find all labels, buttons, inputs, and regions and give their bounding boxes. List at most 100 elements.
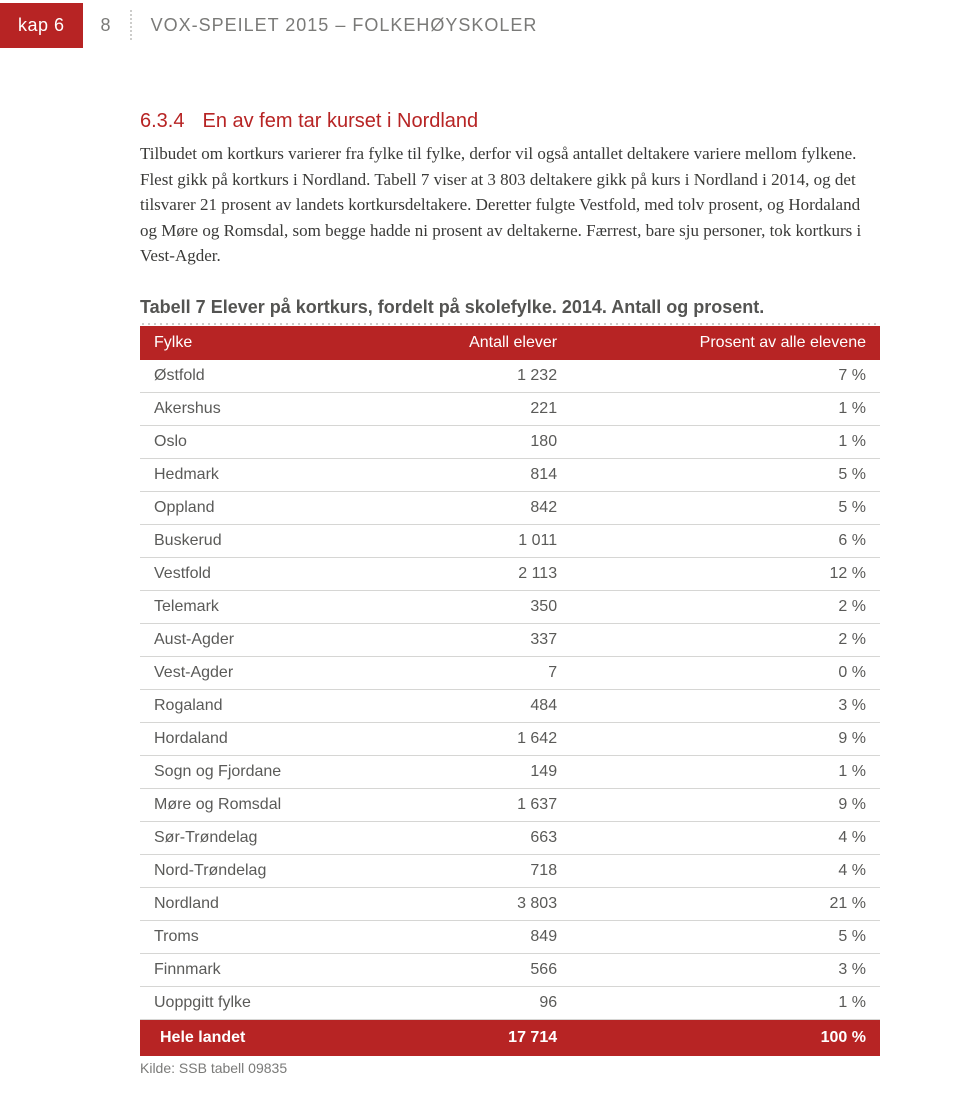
table-cell: Sogn og Fjordane	[140, 755, 387, 788]
table-row: Rogaland4843 %	[140, 689, 880, 722]
table-cell: Aust-Agder	[140, 623, 387, 656]
page-number: 8	[83, 15, 129, 36]
table-footer-row: Hele landet 17 714 100 %	[140, 1019, 880, 1056]
table-row: Sør-Trøndelag6634 %	[140, 821, 880, 854]
table-cell: 9 %	[571, 788, 880, 821]
table-cell: 180	[387, 425, 571, 458]
table-cell: 2 %	[571, 590, 880, 623]
footer-cell: 17 714	[387, 1019, 571, 1056]
table-cell: 337	[387, 623, 571, 656]
table-cell: Vestfold	[140, 557, 387, 590]
table-cell: 3 %	[571, 953, 880, 986]
table-row: Hordaland1 6429 %	[140, 722, 880, 755]
col-header: Prosent av alle elevene	[571, 326, 880, 360]
table-row: Oppland8425 %	[140, 491, 880, 524]
document-title: VOX-SPEILET 2015 – FOLKEHØYSKOLER	[133, 15, 538, 36]
table-cell: 6 %	[571, 524, 880, 557]
table-source: Kilde: SSB tabell 09835	[140, 1060, 880, 1076]
section-title: En av fem tar kurset i Nordland	[202, 110, 478, 132]
table-cell: 1 %	[571, 392, 880, 425]
table-row: Telemark3502 %	[140, 590, 880, 623]
table-row: Aust-Agder3372 %	[140, 623, 880, 656]
table-cell: 2 %	[571, 623, 880, 656]
table-cell: 5 %	[571, 491, 880, 524]
table-cell: Oslo	[140, 425, 387, 458]
table-row: Vest-Agder70 %	[140, 656, 880, 689]
table-cell: Rogaland	[140, 689, 387, 722]
table-cell: 7 %	[571, 360, 880, 393]
table-cell: 1 011	[387, 524, 571, 557]
table-cell: 221	[387, 392, 571, 425]
table-caption: Tabell 7 Elever på kortkurs, fordelt på …	[140, 297, 880, 318]
page-header: kap 6 8 VOX-SPEILET 2015 – FOLKEHØYSKOLE…	[0, 0, 960, 50]
table-cell: 849	[387, 920, 571, 953]
table-row: Troms8495 %	[140, 920, 880, 953]
table-cell: 350	[387, 590, 571, 623]
table-cell: 1 232	[387, 360, 571, 393]
col-header: Antall elever	[387, 326, 571, 360]
table-cell: 96	[387, 986, 571, 1019]
table-cell: 566	[387, 953, 571, 986]
table-cell: Vest-Agder	[140, 656, 387, 689]
table-cell: Sør-Trøndelag	[140, 821, 387, 854]
table-cell: 9 %	[571, 722, 880, 755]
table-cell: Østfold	[140, 360, 387, 393]
table-row: Østfold1 2327 %	[140, 360, 880, 393]
table-row: Oslo1801 %	[140, 425, 880, 458]
table-cell: 5 %	[571, 920, 880, 953]
section-heading: 6.3.4 En av fem tar kurset i Nordland	[140, 110, 880, 133]
table-cell: 1 %	[571, 986, 880, 1019]
table-cell: 12 %	[571, 557, 880, 590]
table-cell: Hedmark	[140, 458, 387, 491]
table-cell: 718	[387, 854, 571, 887]
table-cell: 1 642	[387, 722, 571, 755]
table-row: Akershus2211 %	[140, 392, 880, 425]
section-body: Tilbudet om kortkurs varierer fra fylke …	[140, 141, 880, 269]
section-number: 6.3.4	[140, 110, 184, 132]
table-row: Vestfold2 11312 %	[140, 557, 880, 590]
table-cell: 1 637	[387, 788, 571, 821]
table-cell: 149	[387, 755, 571, 788]
table-cell: Oppland	[140, 491, 387, 524]
table-cell: 3 803	[387, 887, 571, 920]
table-cell: Nordland	[140, 887, 387, 920]
table-cell: Buskerud	[140, 524, 387, 557]
table-row: Buskerud1 0116 %	[140, 524, 880, 557]
table-cell: Finnmark	[140, 953, 387, 986]
table-row: Uoppgitt fylke961 %	[140, 986, 880, 1019]
table-cell: 0 %	[571, 656, 880, 689]
table-cell: Uoppgitt fylke	[140, 986, 387, 1019]
table-cell: Møre og Romsdal	[140, 788, 387, 821]
table-row: Møre og Romsdal1 6379 %	[140, 788, 880, 821]
chapter-tab: kap 6	[0, 3, 83, 48]
table-cell: Telemark	[140, 590, 387, 623]
footer-cell: Hele landet	[140, 1019, 387, 1056]
table-cell: Nord-Trøndelag	[140, 854, 387, 887]
col-header: Fylke	[140, 326, 387, 360]
table-row: Nordland3 80321 %	[140, 887, 880, 920]
footer-cell: 100 %	[571, 1019, 880, 1056]
table-cell: 21 %	[571, 887, 880, 920]
table-cell: Hordaland	[140, 722, 387, 755]
table-cell: Akershus	[140, 392, 387, 425]
table-header-row: Fylke Antall elever Prosent av alle elev…	[140, 326, 880, 360]
table-cell: 842	[387, 491, 571, 524]
table-cell: 7	[387, 656, 571, 689]
table-cell: 2 113	[387, 557, 571, 590]
table-cell: 3 %	[571, 689, 880, 722]
content-area: 6.3.4 En av fem tar kurset i Nordland Til…	[0, 110, 960, 1116]
table-cell: 1 %	[571, 425, 880, 458]
table-row: Hedmark8145 %	[140, 458, 880, 491]
table-cell: 663	[387, 821, 571, 854]
data-table: Fylke Antall elever Prosent av alle elev…	[140, 326, 880, 1056]
table-cell: 814	[387, 458, 571, 491]
table-cell: Troms	[140, 920, 387, 953]
table-row: Finnmark5663 %	[140, 953, 880, 986]
table-cell: 4 %	[571, 821, 880, 854]
table-row: Sogn og Fjordane1491 %	[140, 755, 880, 788]
table-cell: 484	[387, 689, 571, 722]
table-cell: 4 %	[571, 854, 880, 887]
table-cell: 5 %	[571, 458, 880, 491]
table-row: Nord-Trøndelag7184 %	[140, 854, 880, 887]
table-cell: 1 %	[571, 755, 880, 788]
